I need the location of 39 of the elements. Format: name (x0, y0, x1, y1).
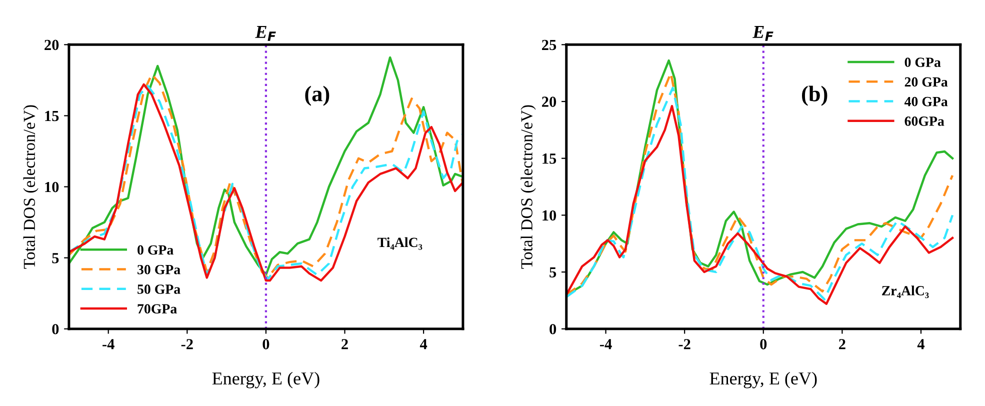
x-tick-label: -4 (600, 339, 612, 350)
x-tick-label: 0 (262, 339, 270, 350)
y-axis-title: Total DOS (electron/eV) (520, 105, 536, 269)
x-tick-label: -4 (102, 339, 114, 350)
y-tick-label: 5 (52, 253, 59, 264)
y-tick-label: 5 (550, 267, 556, 278)
legend-label: 50 GPa (138, 284, 180, 294)
x-tick-label: 2 (839, 339, 846, 350)
x-tick-label: -2 (181, 339, 193, 350)
legend-label: 20 GPa (904, 77, 948, 87)
x-axis-title: Energy, E (eV) (710, 372, 817, 388)
x-tick-label: -2 (678, 339, 690, 350)
legend-label: 30 GPa (138, 264, 180, 274)
annotation: (b) (802, 86, 828, 106)
y-tick-label: 25 (542, 40, 556, 50)
annotation: Zr₄AlC₃ (882, 286, 929, 298)
ref-line-label: E$_{F}$ (255, 26, 276, 41)
y-tick-label: 15 (542, 154, 556, 164)
y-tick-label: 0 (550, 324, 556, 334)
x-tick-label: 4 (420, 339, 428, 350)
y-tick-label: 20 (542, 96, 556, 107)
x-tick-label: 4 (917, 339, 925, 350)
ref-line-label: E$_{F}$ (752, 26, 774, 41)
y-tick-label: 20 (44, 40, 59, 50)
x-tick-label: 0 (760, 339, 767, 350)
y-tick-label: 0 (52, 324, 59, 334)
y-axis-title: Total DOS (electron/eV) (23, 105, 38, 269)
legend-label: 60GPa (904, 116, 944, 126)
y-tick-label: 15 (45, 110, 59, 122)
legend-label: 40 GPa (904, 96, 948, 106)
annotation: Ti₄AlC₃ (378, 237, 422, 250)
x-axis-title: Energy, E (eV) (212, 372, 320, 388)
legend-label: 0 GPa (138, 245, 174, 255)
annotation: (a) (305, 86, 330, 106)
legend-label: 70GPa (138, 304, 177, 314)
legend-label: 0 GPa (904, 58, 941, 68)
y-tick-label: 10 (45, 182, 59, 192)
y-tick-label: 10 (542, 210, 556, 221)
x-tick-label: 2 (342, 339, 348, 350)
